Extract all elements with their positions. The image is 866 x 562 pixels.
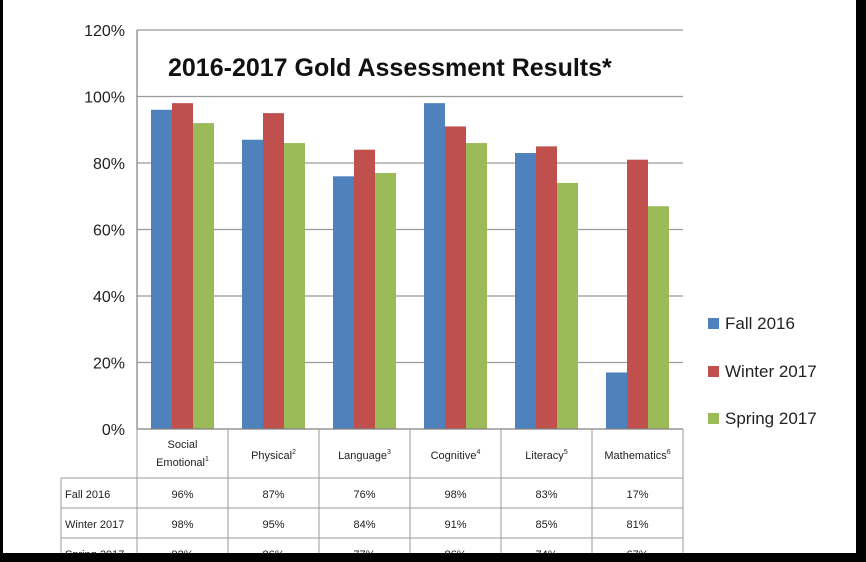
- bar: [536, 146, 557, 429]
- category-label: Physical2: [251, 449, 296, 462]
- bar-layer: [151, 103, 669, 430]
- table-cell: 96%: [171, 489, 193, 501]
- bar: [606, 372, 627, 429]
- table-cell: 86%: [444, 549, 466, 553]
- table-cell: 85%: [535, 519, 557, 531]
- table-cell: 95%: [262, 519, 284, 531]
- legend-label: Spring 2017: [725, 409, 817, 428]
- legend-swatch: [708, 366, 719, 377]
- bar: [172, 103, 193, 430]
- data-table: Social Emotional1 Physical2 Language3 Cognit…: [60, 429, 684, 553]
- table-cell: 77%: [353, 549, 375, 553]
- category-label: Language3: [338, 449, 391, 462]
- grid-layer: [137, 29, 683, 364]
- legend-swatch: [708, 318, 719, 329]
- category-label: Emotional1: [156, 456, 209, 469]
- table-cell: 98%: [444, 489, 466, 501]
- chart-svg: 0% 20% 40% 60% 80% 100% 120% Social Emotional1 P…: [60, 23, 817, 553]
- category-label: Literacy5: [525, 449, 568, 462]
- category-label: Social: [168, 439, 198, 451]
- axis-layer: 0% 20% 40% 60% 80% 100% 120%: [84, 23, 683, 439]
- y-tick-label: 20%: [93, 356, 125, 373]
- bar: [242, 139, 263, 429]
- bar: [354, 149, 375, 429]
- bar: [333, 176, 354, 429]
- legend-label: Winter 2017: [725, 362, 817, 381]
- bar: [193, 123, 214, 429]
- y-tick-label: 80%: [93, 156, 125, 173]
- bar: [284, 143, 305, 430]
- table-cell: 86%: [262, 549, 284, 553]
- table-series-name: Spring 2017: [65, 549, 124, 553]
- title-backdrop: [158, 42, 578, 86]
- y-tick-label: 120%: [84, 23, 125, 40]
- table-cell: 84%: [353, 519, 375, 531]
- table-cell: 74%: [535, 549, 557, 553]
- y-tick-label: 60%: [93, 223, 125, 240]
- bar: [515, 153, 536, 429]
- table-cell: 17%: [626, 489, 648, 501]
- table-cell: 81%: [626, 519, 648, 531]
- category-label: Cognitive4: [431, 449, 481, 462]
- bar: [424, 103, 445, 430]
- bar: [648, 206, 669, 429]
- bar: [466, 143, 487, 430]
- y-tick-label: 0%: [102, 422, 125, 439]
- legend: Fall 2016 Winter 2017 Spring 2017: [708, 314, 817, 428]
- table-series-name: Winter 2017: [65, 519, 124, 531]
- legend-swatch: [708, 413, 719, 424]
- bar: [375, 172, 396, 429]
- bar: [557, 182, 578, 429]
- table-cell: 83%: [535, 489, 557, 501]
- chart-title: 2016-2017 Gold Assessment Results*: [168, 54, 612, 82]
- table-cell: 91%: [444, 519, 466, 531]
- table-cell: 87%: [262, 489, 284, 501]
- bar: [627, 159, 648, 430]
- y-tick-label: 40%: [93, 289, 125, 306]
- bar: [445, 126, 466, 430]
- table-series-name: Fall 2016: [65, 489, 110, 501]
- table-cell: 76%: [353, 489, 375, 501]
- table-cell: 92%: [171, 549, 193, 553]
- category-label: Mathematics6: [604, 449, 670, 462]
- legend-label: Fall 2016: [725, 314, 795, 333]
- bar: [151, 109, 172, 430]
- table-cell: 67%: [626, 549, 648, 553]
- table-cell: 98%: [171, 519, 193, 531]
- y-tick-label: 100%: [84, 90, 125, 107]
- chart-frame: 0% 20% 40% 60% 80% 100% 120% Social Emotional1 P…: [3, 0, 856, 553]
- bar: [263, 113, 284, 429]
